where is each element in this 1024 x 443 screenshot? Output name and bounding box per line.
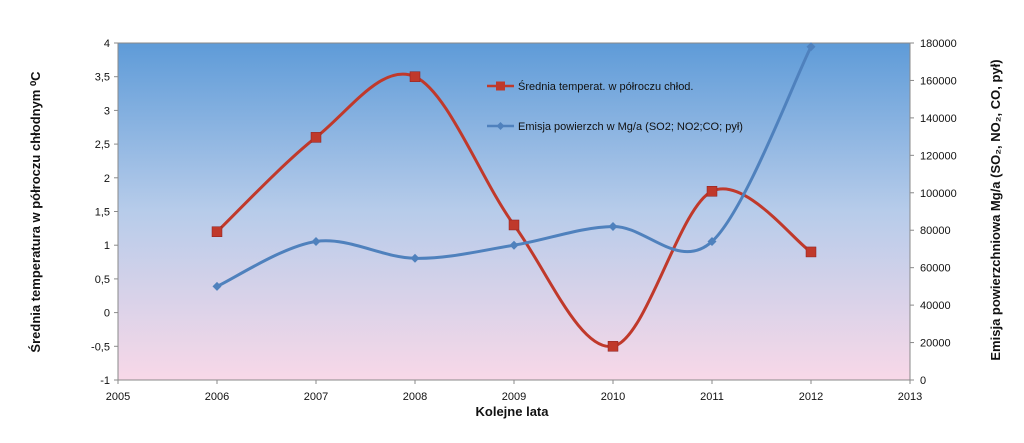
- y-right-tick-label: 80000: [920, 225, 951, 237]
- y-left-tick-label: -1: [100, 375, 110, 387]
- y-left-tick-label: -0,5: [91, 341, 110, 353]
- x-tick-label: 2010: [601, 391, 625, 403]
- y-left-tick-label: 0: [104, 308, 110, 320]
- x-tick-label: 2012: [799, 391, 823, 403]
- y-right-tick-label: 180000: [920, 38, 957, 50]
- temperature-point: [310, 132, 322, 143]
- x-axis-title: Kolejne lata: [476, 404, 550, 419]
- legend-label: Średnia temperat. w półroczu chłod.: [518, 80, 693, 93]
- x-tick-label: 2007: [304, 391, 328, 403]
- y-right-tick-label: 160000: [920, 75, 957, 87]
- temperature-point: [805, 246, 817, 258]
- temperature-point: [508, 219, 520, 231]
- legend-label: Emisja powierzch w Mg/a (SO2; NO2;CO; py…: [518, 121, 743, 133]
- x-tick-label: 2005: [106, 391, 130, 403]
- temperature-point: [409, 71, 421, 82]
- temperature-point: [607, 341, 619, 352]
- temperature-point: [706, 186, 718, 197]
- series-layer: [211, 42, 817, 352]
- y-left-tick-label: 2: [104, 173, 110, 185]
- y-left-tick-label: 1,5: [95, 207, 110, 219]
- y-left-tick-label: 3,5: [95, 72, 110, 84]
- y-right-tick-label: 20000: [920, 338, 951, 350]
- y-left-tick-label: 0,5: [95, 274, 110, 286]
- axes: 2005 2006 2007 2008 2009 2010 2011 2012 2013-1-0…: [91, 38, 957, 403]
- emission-point: [608, 221, 618, 231]
- legend: Średnia temperat. w półroczu chłod. Emisj…: [487, 80, 743, 133]
- legend-swatch-marker: [496, 122, 505, 130]
- x-tick-label: 2013: [898, 391, 922, 403]
- x-tick-label: 2006: [205, 391, 229, 403]
- emission-point: [311, 236, 321, 246]
- y-axis-left-title: Średnia temperatura w półroczu chłodnym …: [28, 71, 43, 353]
- y-axis-right-title: Emisja powierzchniowa Mg/a (SO₂, NO₂, CO…: [988, 59, 1003, 360]
- x-tick-label: 2011: [700, 391, 724, 403]
- y-right-tick-label: 120000: [920, 150, 957, 162]
- y-left-tick-label: 3: [104, 105, 110, 117]
- y-right-tick-label: 60000: [920, 263, 951, 275]
- emission-point: [509, 240, 519, 250]
- emission-point: [410, 253, 420, 263]
- y-left-tick-label: 2,5: [95, 139, 110, 151]
- y-left-tick-label: 1: [104, 240, 110, 252]
- emission-point: [707, 236, 717, 246]
- temperature-point: [211, 226, 223, 237]
- plot-area: [117, 42, 911, 381]
- x-tick-label: 2009: [502, 391, 526, 403]
- legend-swatch-marker: [496, 81, 505, 91]
- y-right-tick-label: 100000: [920, 188, 957, 200]
- y-left-tick-label: 4: [104, 38, 110, 50]
- y-right-tick-label: 40000: [920, 300, 951, 312]
- emission-point: [806, 42, 816, 52]
- x-tick-label: 2008: [403, 391, 427, 403]
- y-right-tick-label: 140000: [920, 113, 957, 125]
- emission-point: [212, 281, 222, 291]
- y-right-tick-label: 0: [920, 375, 926, 387]
